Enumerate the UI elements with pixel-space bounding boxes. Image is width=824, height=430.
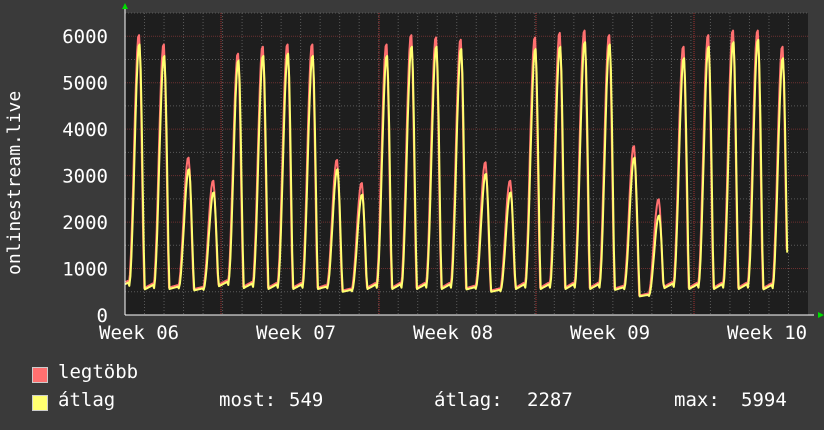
y-axis-label: onlinestream.live [4,90,25,275]
series-layer [124,29,789,298]
y-tick-label: 0 [97,305,108,327]
axes [122,3,824,318]
y-axis-arrow-icon [122,3,128,9]
x-tick-label: Week 10 [727,322,807,344]
stat-now-value: 549 [289,389,324,411]
legend-swatch-max [32,367,48,383]
stat-now-label: most: [219,389,277,411]
x-tick-label: Week 09 [570,322,650,344]
stat-avg-value: 2287 [527,389,573,411]
x-tick-label: Week 08 [413,322,493,344]
y-tick-label: 5000 [62,73,108,95]
legend-label-avg: átlag [58,389,116,411]
tick-labels: 0 1000 2000 3000 4000 5000 6000 Week 06 Week 07 W… [62,26,807,344]
x-axis-arrow-icon [818,312,824,318]
stat-avg-label: átlag: [434,389,503,411]
stat-max-label: max: [674,389,720,411]
legend-label-max: legtöbb [58,361,139,383]
series-line-avg [124,38,789,298]
y-tick-label: 6000 [62,26,108,48]
y-tick-label: 4000 [62,119,108,141]
legend-swatch-avg [32,395,48,411]
x-tick-label: Week 06 [99,322,179,344]
stat-max-value: 5994 [741,389,787,411]
x-tick-label: Week 07 [256,322,336,344]
y-tick-label: 3000 [62,166,108,188]
y-tick-label: 2000 [62,212,108,234]
y-tick-label: 1000 [62,259,108,281]
